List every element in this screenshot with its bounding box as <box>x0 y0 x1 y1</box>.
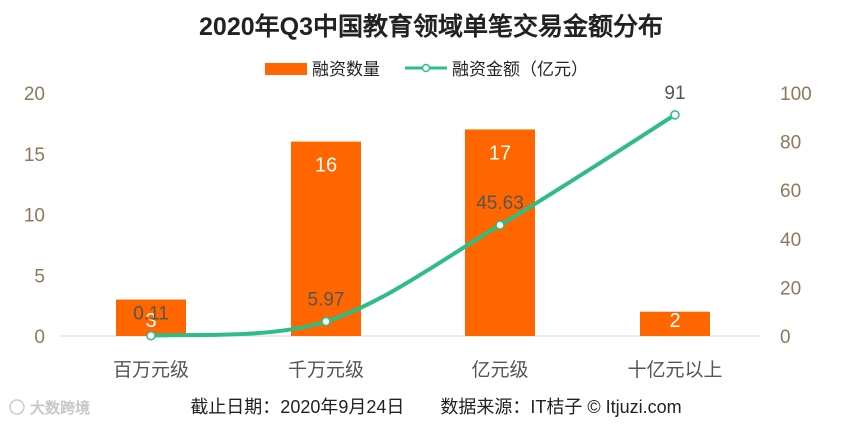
amount-line <box>150 113 677 338</box>
right-axis-tick: 80 <box>780 133 801 154</box>
legend-label-bar: 融资数量 <box>312 60 380 79</box>
bar-labels: 3 16 17 2 <box>145 142 680 332</box>
category-label: 亿元级 <box>471 359 528 381</box>
bar <box>640 311 710 336</box>
line-labels: 0.11 5.97 45.63 91 <box>133 83 685 325</box>
watermark-text: 大数跨境 <box>30 399 90 417</box>
category-labels: 百万元级 千万元级 亿元级 十亿元以上 <box>113 359 723 381</box>
left-axis-tick: 5 <box>34 266 45 287</box>
right-axis-tick: 100 <box>780 84 812 105</box>
legend-label-line: 融资金额（亿元） <box>452 60 588 79</box>
left-axis-tick: 10 <box>24 206 45 227</box>
line-point <box>146 330 156 341</box>
right-axis: 0 20 40 60 80 100 <box>780 84 812 348</box>
right-axis-tick: 20 <box>780 278 801 299</box>
line-point <box>670 110 680 120</box>
bar-value-label: 16 <box>315 155 337 177</box>
footer-source: 截止日期：2020年9月24日 数据来源：IT桔子 © Itjuzi.com <box>190 397 681 417</box>
right-axis-tick: 40 <box>780 230 801 251</box>
line-points <box>146 110 680 341</box>
legend: 融资数量 融资金额（亿元） <box>265 60 588 79</box>
category-label: 十亿元以上 <box>627 359 722 381</box>
left-axis: 0 5 10 15 20 <box>24 84 45 348</box>
bar-value-label: 17 <box>489 142 511 164</box>
legend-swatch-marker <box>421 63 431 73</box>
line-value-label: 5.97 <box>308 289 345 310</box>
chart-title: 2020年Q3中国教育领域单笔交易金额分布 <box>199 12 663 41</box>
watermark-logo-icon <box>9 399 25 415</box>
bar-value-label: 3 <box>145 310 156 332</box>
watermark: 大数跨境 <box>9 399 90 417</box>
line-value-label: 0.11 <box>133 304 169 325</box>
legend-swatch-bar <box>265 63 307 75</box>
line-value-label: 91 <box>664 83 685 104</box>
category-label: 千万元级 <box>288 359 364 381</box>
bar <box>465 129 535 336</box>
bar <box>291 141 361 336</box>
left-axis-tick: 0 <box>34 327 45 348</box>
right-axis-tick: 0 <box>780 327 791 348</box>
line-point <box>321 316 331 327</box>
left-axis-tick: 15 <box>24 145 45 166</box>
left-axis-tick: 20 <box>24 84 45 105</box>
bar-value-label: 2 <box>669 310 680 332</box>
bar <box>116 299 186 336</box>
line-point <box>495 220 505 230</box>
category-label: 百万元级 <box>113 359 189 381</box>
right-axis-tick: 60 <box>780 181 801 202</box>
line-value-label: 45.63 <box>476 193 524 214</box>
bar-series <box>116 129 710 336</box>
